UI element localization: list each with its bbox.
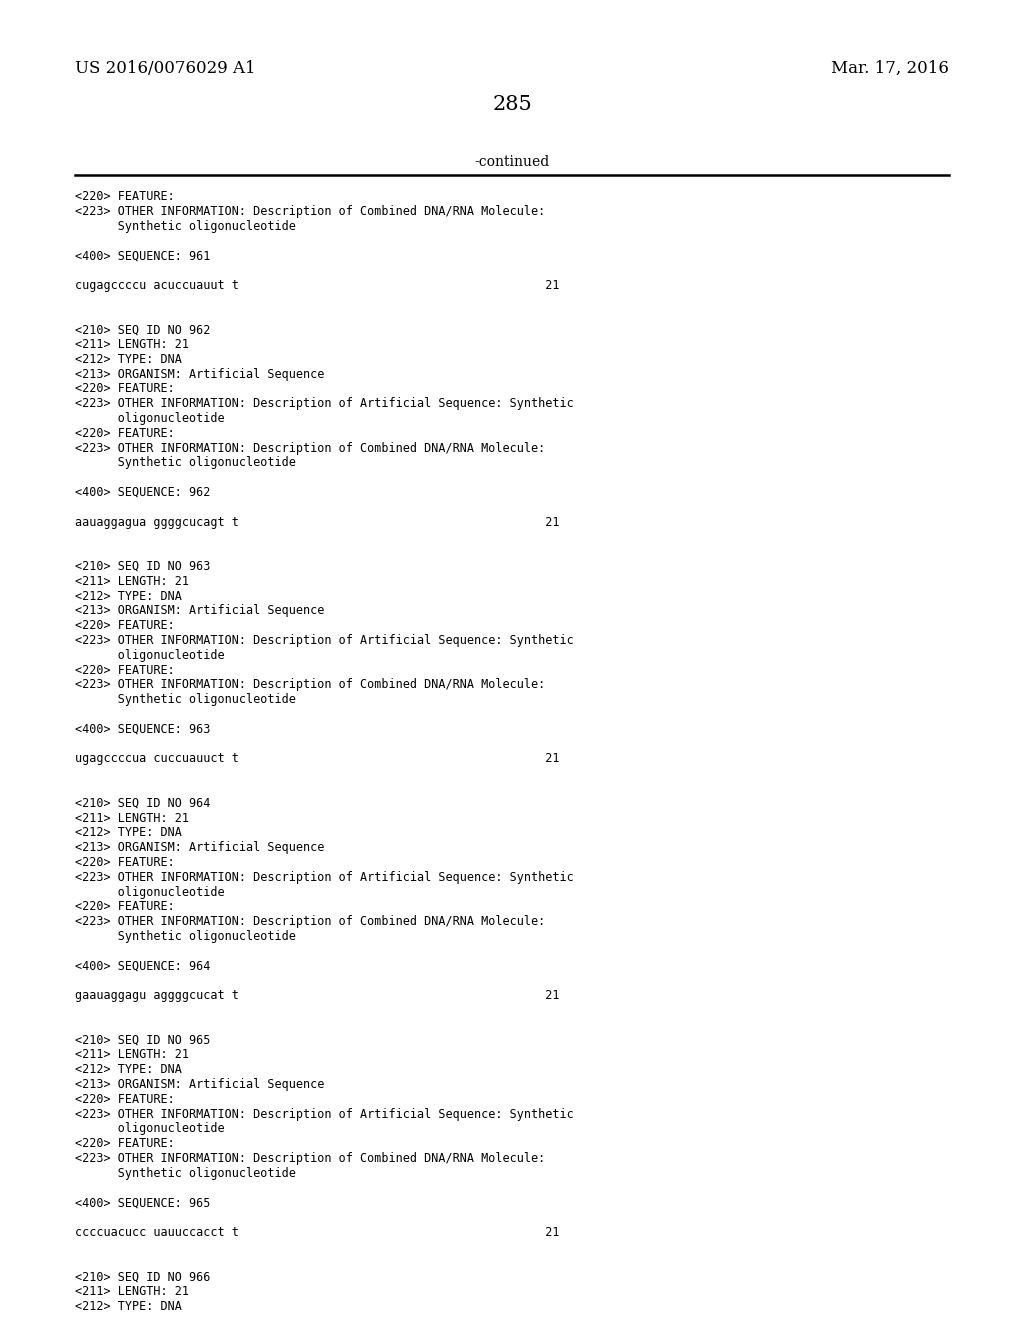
Text: oligonucleotide: oligonucleotide [75, 886, 224, 899]
Text: <223> OTHER INFORMATION: Description of Combined DNA/RNA Molecule:: <223> OTHER INFORMATION: Description of … [75, 1152, 545, 1166]
Text: <220> FEATURE:: <220> FEATURE: [75, 1093, 175, 1106]
Text: <220> FEATURE:: <220> FEATURE: [75, 383, 175, 396]
Text: <212> TYPE: DNA: <212> TYPE: DNA [75, 352, 182, 366]
Text: <213> ORGANISM: Artificial Sequence: <213> ORGANISM: Artificial Sequence [75, 605, 325, 618]
Text: <223> OTHER INFORMATION: Description of Artificial Sequence: Synthetic: <223> OTHER INFORMATION: Description of … [75, 397, 573, 411]
Text: ccccuacucc uauuccacct t                                           21: ccccuacucc uauuccacct t 21 [75, 1226, 559, 1239]
Text: <223> OTHER INFORMATION: Description of Combined DNA/RNA Molecule:: <223> OTHER INFORMATION: Description of … [75, 205, 545, 218]
Text: 285: 285 [493, 95, 531, 114]
Text: aauaggagua ggggcucagt t                                           21: aauaggagua ggggcucagt t 21 [75, 516, 559, 528]
Text: <211> LENGTH: 21: <211> LENGTH: 21 [75, 1048, 189, 1061]
Text: <400> SEQUENCE: 965: <400> SEQUENCE: 965 [75, 1196, 210, 1209]
Text: <212> TYPE: DNA: <212> TYPE: DNA [75, 590, 182, 603]
Text: <220> FEATURE:: <220> FEATURE: [75, 190, 175, 203]
Text: <220> FEATURE:: <220> FEATURE: [75, 664, 175, 677]
Text: <400> SEQUENCE: 961: <400> SEQUENCE: 961 [75, 249, 210, 263]
Text: <223> OTHER INFORMATION: Description of Artificial Sequence: Synthetic: <223> OTHER INFORMATION: Description of … [75, 871, 573, 884]
Text: oligonucleotide: oligonucleotide [75, 412, 224, 425]
Text: cugagccccu acuccuauut t                                           21: cugagccccu acuccuauut t 21 [75, 279, 559, 292]
Text: <400> SEQUENCE: 963: <400> SEQUENCE: 963 [75, 723, 210, 735]
Text: <210> SEQ ID NO 965: <210> SEQ ID NO 965 [75, 1034, 210, 1047]
Text: <223> OTHER INFORMATION: Description of Artificial Sequence: Synthetic: <223> OTHER INFORMATION: Description of … [75, 1107, 573, 1121]
Text: <220> FEATURE:: <220> FEATURE: [75, 900, 175, 913]
Text: <210> SEQ ID NO 963: <210> SEQ ID NO 963 [75, 560, 210, 573]
Text: <212> TYPE: DNA: <212> TYPE: DNA [75, 826, 182, 840]
Text: <213> ORGANISM: Artificial Sequence: <213> ORGANISM: Artificial Sequence [75, 1078, 325, 1092]
Text: Synthetic oligonucleotide: Synthetic oligonucleotide [75, 693, 296, 706]
Text: Synthetic oligonucleotide: Synthetic oligonucleotide [75, 457, 296, 470]
Text: oligonucleotide: oligonucleotide [75, 1122, 224, 1135]
Text: <212> TYPE: DNA: <212> TYPE: DNA [75, 1063, 182, 1076]
Text: <223> OTHER INFORMATION: Description of Combined DNA/RNA Molecule:: <223> OTHER INFORMATION: Description of … [75, 442, 545, 454]
Text: <213> ORGANISM: Artificial Sequence: <213> ORGANISM: Artificial Sequence [75, 841, 325, 854]
Text: <400> SEQUENCE: 964: <400> SEQUENCE: 964 [75, 960, 210, 973]
Text: gaauaggagu aggggcucat t                                           21: gaauaggagu aggggcucat t 21 [75, 989, 559, 1002]
Text: US 2016/0076029 A1: US 2016/0076029 A1 [75, 59, 256, 77]
Text: <211> LENGTH: 21: <211> LENGTH: 21 [75, 812, 189, 825]
Text: ugagccccua cuccuauuct t                                           21: ugagccccua cuccuauuct t 21 [75, 752, 559, 766]
Text: <223> OTHER INFORMATION: Description of Combined DNA/RNA Molecule:: <223> OTHER INFORMATION: Description of … [75, 678, 545, 692]
Text: oligonucleotide: oligonucleotide [75, 649, 224, 661]
Text: <212> TYPE: DNA: <212> TYPE: DNA [75, 1300, 182, 1313]
Text: <211> LENGTH: 21: <211> LENGTH: 21 [75, 338, 189, 351]
Text: <220> FEATURE:: <220> FEATURE: [75, 855, 175, 869]
Text: <220> FEATURE:: <220> FEATURE: [75, 1138, 175, 1150]
Text: <400> SEQUENCE: 962: <400> SEQUENCE: 962 [75, 486, 210, 499]
Text: <223> OTHER INFORMATION: Description of Artificial Sequence: Synthetic: <223> OTHER INFORMATION: Description of … [75, 634, 573, 647]
Text: -continued: -continued [474, 154, 550, 169]
Text: Synthetic oligonucleotide: Synthetic oligonucleotide [75, 931, 296, 942]
Text: <220> FEATURE:: <220> FEATURE: [75, 426, 175, 440]
Text: <210> SEQ ID NO 962: <210> SEQ ID NO 962 [75, 323, 210, 337]
Text: <210> SEQ ID NO 966: <210> SEQ ID NO 966 [75, 1270, 210, 1283]
Text: <210> SEQ ID NO 964: <210> SEQ ID NO 964 [75, 797, 210, 809]
Text: Synthetic oligonucleotide: Synthetic oligonucleotide [75, 1167, 296, 1180]
Text: <223> OTHER INFORMATION: Description of Combined DNA/RNA Molecule:: <223> OTHER INFORMATION: Description of … [75, 915, 545, 928]
Text: <213> ORGANISM: Artificial Sequence: <213> ORGANISM: Artificial Sequence [75, 367, 325, 380]
Text: <220> FEATURE:: <220> FEATURE: [75, 619, 175, 632]
Text: Synthetic oligonucleotide: Synthetic oligonucleotide [75, 219, 296, 232]
Text: Mar. 17, 2016: Mar. 17, 2016 [831, 59, 949, 77]
Text: <211> LENGTH: 21: <211> LENGTH: 21 [75, 574, 189, 587]
Text: <211> LENGTH: 21: <211> LENGTH: 21 [75, 1286, 189, 1298]
